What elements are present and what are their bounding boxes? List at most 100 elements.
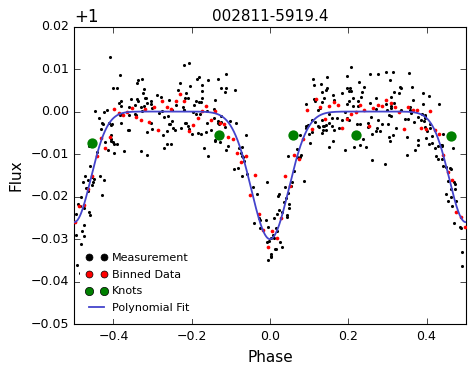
Point (98, 126, 105, 132)
Point (308, 126, 316, 132)
Point (166, 121, 173, 127)
Point (365, 120, 372, 126)
Point (291, 152, 298, 158)
Point (285, 206, 293, 211)
Point (176, 80, 184, 86)
Point (210, 106, 218, 112)
Point (147, 98, 155, 104)
Point (451, 181, 459, 187)
Point (186, 83, 193, 89)
Point (414, 114, 421, 120)
Point (346, 85, 354, 91)
Point (185, 128, 192, 134)
Point (73, 261, 81, 267)
Point (352, 132, 360, 138)
Point (280, 198, 288, 204)
Point (85, 143, 93, 149)
Point (204, 153, 211, 159)
Point (204, 77, 211, 83)
Point (128, 105, 136, 111)
Point (276, 239, 283, 245)
Point (154, 92, 161, 98)
Point (270, 235, 278, 241)
Point (343, 115, 351, 121)
Point (387, 105, 395, 111)
Point (448, 177, 456, 183)
Point (76, 270, 84, 276)
Point (79, 228, 86, 234)
Point (172, 127, 179, 133)
Point (100, 176, 107, 182)
Point (286, 183, 293, 189)
Point (137, 104, 145, 110)
Point (207, 127, 215, 133)
Point (88, 182, 96, 188)
Point (139, 90, 146, 96)
Point (438, 143, 446, 149)
Point (124, 128, 132, 134)
Point (75, 203, 83, 209)
Point (274, 193, 282, 199)
Point (98, 192, 106, 198)
Point (390, 69, 397, 75)
Point (234, 165, 241, 171)
Point (334, 115, 341, 120)
Point (264, 244, 272, 250)
Point (142, 95, 149, 101)
Point (80, 202, 87, 208)
Point (309, 76, 317, 82)
Point (220, 121, 228, 127)
Point (330, 126, 337, 132)
Point (230, 166, 238, 172)
Point (105, 120, 113, 126)
Point (300, 179, 307, 185)
Point (109, 85, 116, 91)
Point (319, 127, 327, 133)
Point (444, 198, 452, 204)
Point (214, 120, 222, 126)
Point (439, 163, 447, 169)
Point (84, 188, 91, 194)
Point (180, 104, 187, 110)
Point (188, 131, 196, 137)
Point (458, 250, 466, 256)
Point (457, 213, 465, 219)
Point (374, 117, 382, 123)
Point (262, 217, 270, 223)
Point (391, 104, 399, 110)
Point (404, 104, 412, 110)
Point (114, 141, 121, 147)
Point (74, 201, 82, 207)
Point (360, 84, 368, 90)
Point (273, 228, 281, 234)
Point (407, 104, 414, 110)
Point (195, 99, 203, 105)
Point (264, 224, 271, 230)
Point (73, 211, 80, 217)
Point (159, 132, 167, 138)
Point (288, 134, 295, 140)
Point (116, 112, 124, 118)
Point (216, 140, 224, 145)
Point (158, 107, 166, 113)
Point (155, 110, 163, 116)
Point (336, 125, 343, 131)
Point (126, 127, 133, 133)
Point (317, 104, 324, 110)
Point (272, 225, 279, 231)
Point (330, 98, 337, 104)
Point (431, 145, 439, 151)
Point (200, 145, 208, 151)
Point (341, 147, 349, 153)
Point (256, 225, 264, 231)
Point (214, 118, 221, 124)
Title: 002811-5919.4: 002811-5919.4 (212, 9, 328, 24)
Point (267, 235, 275, 241)
Point (302, 123, 310, 129)
Point (387, 113, 394, 119)
Point (282, 185, 289, 191)
Point (421, 112, 429, 118)
Point (369, 157, 376, 163)
Point (249, 184, 256, 190)
Point (174, 87, 182, 93)
